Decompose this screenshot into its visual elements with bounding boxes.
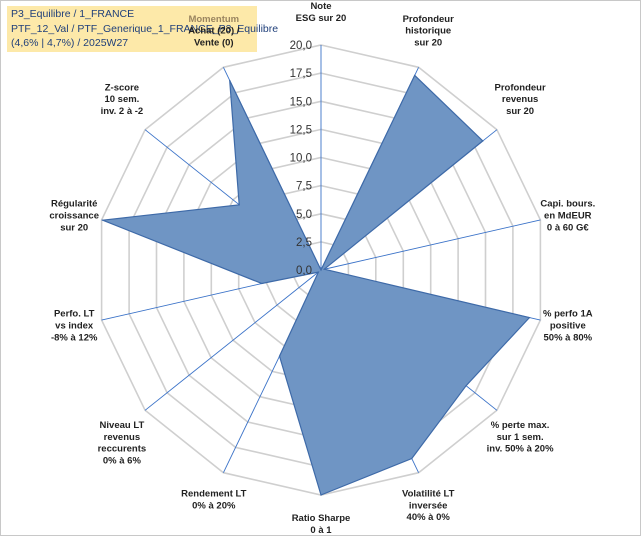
category-label: Note ESG sur 20	[296, 1, 347, 24]
category-label-line: Ratio Sharpe	[292, 513, 351, 524]
data-point	[465, 385, 467, 387]
info-line-2: PTF_12_Val / PTF_Generique_1_FRANCE_P3_E…	[11, 22, 279, 35]
category-label: Capi. bours. en MdEUR 0 à 60 G€	[540, 199, 595, 234]
category-label-line: Momentum	[188, 14, 239, 25]
category-label-line: 40% à 0%	[407, 512, 451, 523]
category-label-line: sur 20	[414, 38, 442, 49]
portfolio-info-box: P3_Equilibre / 1_FRANCE PTF_12_Val / PTF…	[7, 6, 279, 52]
category-label-line: Vente (0)	[194, 38, 234, 49]
category-label: Perfo. LT vs index -8% à 12%	[51, 309, 98, 344]
category-label-line: % perte max.	[491, 420, 550, 431]
axis-spoke	[320, 219, 541, 271]
category-label-line: historique	[405, 26, 451, 37]
category-label-line: revenus	[104, 432, 140, 443]
tick-label: 10,0	[290, 153, 312, 165]
data-point	[317, 271, 319, 273]
tick-label: 2,5	[296, 237, 312, 249]
tick-label: 5,0	[296, 209, 312, 221]
category-label-line: 0% à 20%	[192, 500, 236, 511]
tick-label: 12,5	[290, 124, 312, 136]
radial-tick-labels: 0,0 2,5 5,0 7,5 10,0 12,5 15,0 17,5 20,0	[290, 40, 312, 277]
data-point	[482, 140, 484, 142]
category-label-line: 0% à 6%	[103, 455, 142, 466]
category-label: Volatilité LT inversée 40% à 0%	[402, 489, 455, 524]
data-point	[528, 317, 531, 319]
category-label-line: Capi. bours.	[540, 199, 595, 210]
category-label: Rendement LT 0% à 20%	[181, 489, 246, 512]
tick-label: 20,0	[290, 40, 312, 52]
category-label: Niveau LT revenus reccurents 0% à 6%	[98, 420, 147, 466]
category-label-line: Régularité	[51, 199, 97, 210]
category-label-line: reccurents	[98, 444, 147, 455]
radar-series	[102, 74, 531, 496]
tick-label: 15,0	[290, 96, 312, 108]
category-label-line: inv. 50% à 20%	[487, 444, 554, 455]
category-label-line: sur 20	[60, 222, 88, 233]
category-label-line: 50% à 80%	[544, 332, 593, 343]
info-line-1: P3_Equilibre / 1_FRANCE	[11, 8, 135, 20]
category-label-line: sur 20	[506, 106, 534, 117]
category-label: Régularité croissance sur 20	[49, 199, 99, 234]
category-label-line: vs index	[55, 321, 94, 332]
data-point	[278, 355, 281, 357]
data-point	[323, 268, 325, 270]
category-labels: Note ESG sur 20 Profondeur historique sur 20…	[49, 1, 595, 536]
category-label: % perfo 1A positive 50% à 80%	[543, 309, 593, 344]
axis-spoke	[144, 269, 322, 411]
category-label-line: Perfo. LT	[54, 309, 95, 320]
category-label-line: Profondeur	[494, 82, 545, 93]
category-label-line: inversée	[409, 500, 448, 511]
series-area	[102, 74, 531, 496]
category-label: Profondeur historique sur 20	[403, 14, 454, 49]
data-point	[238, 204, 240, 206]
category-label-line: 0 à 1	[310, 525, 332, 536]
category-label-line: Volatilité LT	[402, 489, 455, 500]
tick-label: 0,0	[296, 265, 312, 277]
data-point	[414, 74, 416, 76]
category-label-line: sur 1 sem.	[497, 432, 544, 443]
category-label-line: Profondeur	[403, 14, 454, 25]
category-label-line: positive	[550, 321, 586, 332]
category-label: Momentum Achat (20) / Vente (0)	[188, 14, 240, 49]
category-label-line: en MdEUR	[544, 211, 592, 222]
data-point	[320, 269, 322, 271]
data-point	[261, 282, 263, 285]
data-point	[102, 219, 104, 221]
category-label-line: ESG sur 20	[296, 13, 347, 24]
info-line-3: (4,6% | 4,7%) / 2025W27	[11, 37, 129, 49]
category-label-line: 0 à 60 G€	[547, 222, 589, 233]
category-label-line: revenus	[502, 94, 538, 105]
category-label: % perte max. sur 1 sem. inv. 50% à 20%	[487, 420, 554, 455]
data-point	[320, 494, 322, 496]
category-label: Profondeur revenus sur 20	[494, 82, 545, 117]
category-label-line: Note	[310, 1, 331, 12]
tick-label: 7,5	[296, 181, 312, 193]
category-label-line: Niveau LT	[100, 420, 145, 431]
category-label: Ratio Sharpe 0 à 1	[292, 513, 351, 536]
category-label-line: croissance	[49, 211, 99, 222]
category-label-line: 10 sem.	[104, 94, 139, 105]
data-point	[411, 457, 413, 460]
data-point	[229, 79, 231, 82]
category-label-line: Rendement LT	[181, 489, 246, 500]
tick-label: 17,5	[290, 68, 312, 80]
category-label-line: % perfo 1A	[543, 309, 593, 320]
category-label-line: -8% à 12%	[51, 332, 98, 343]
category-label-line: Achat (20) /	[188, 26, 240, 37]
category-label-line: inv. 2 à -2	[101, 106, 144, 117]
category-label-line: Z-score	[105, 82, 139, 93]
category-label: Z-score 10 sem. inv. 2 à -2	[101, 82, 144, 117]
